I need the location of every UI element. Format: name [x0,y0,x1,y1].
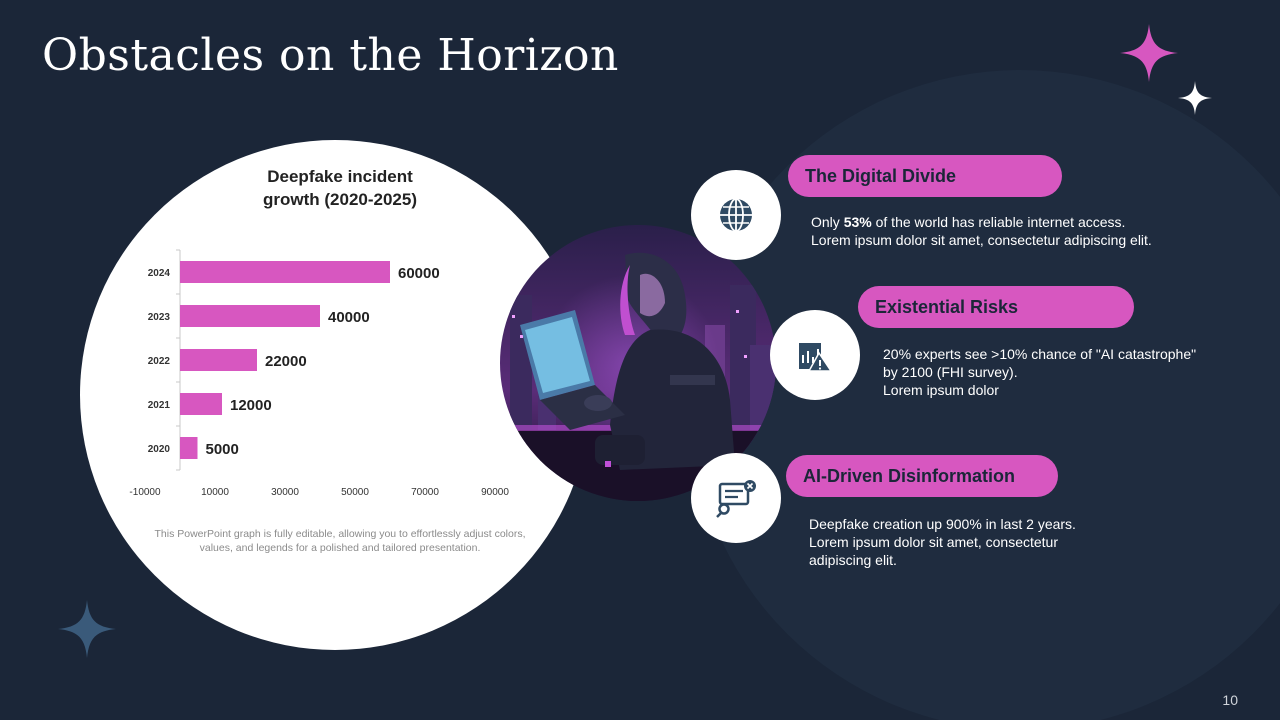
x-tick-label: 70000 [411,487,439,498]
white-sparkle-icon [1178,81,1212,115]
digital-divide-desc-line-1: Only 53% of the world has reliable inter… [811,213,1152,231]
bar-2020 [180,437,198,459]
bar-value-label-2024: 60000 [398,265,440,282]
existential-risks-icon-circle [770,310,860,400]
hacker-photo [500,225,776,501]
existential-risks-desc-line-3: Lorem ipsum dolor [883,382,999,398]
existential-risks-heading: Existential Risks [858,286,1134,328]
disinformation-description: Deepfake creation up 900% in last 2 year… [809,515,1076,569]
bar-2024 [180,261,390,283]
bar-chart: 5000 2020 12000 2021 22000 2022 40000 2023 60000… [129,249,509,498]
category-label-2024: 2024 [148,268,171,279]
existential-risks-desc-line-2: by 2100 (FHI survey). [883,364,1018,380]
bar-value-label-2022: 22000 [265,353,307,370]
chart-title: Deepfake incident growth (2020-2025) [220,165,460,211]
x-tick-label: 90000 [481,487,509,498]
blue-sparkle-icon [58,600,116,658]
chart-title-line-1: Deepfake incident [267,167,413,186]
existential-risks-desc-line-1: 20% experts see >10% chance of "AI catas… [883,346,1197,362]
x-tick-label: 10000 [201,487,229,498]
bar-2022 [180,349,257,371]
bar-value-label-2021: 12000 [230,397,272,414]
existential-risks-description: 20% experts see >10% chance of "AI catas… [883,345,1196,399]
disinformation-icon-circle [691,453,781,543]
digital-divide-desc-rest: of the world has reliable internet acces… [871,214,1126,230]
globe-icon [720,198,752,232]
bar-value-label-2020: 5000 [206,441,239,458]
digital-divide-desc-prefix: Only [811,214,844,230]
disinformation-heading: AI-Driven Disinformation [786,455,1058,497]
fake-news-icon [716,480,756,518]
digital-divide-desc-line-2: Lorem ipsum dolor sit amet, consectetur … [811,232,1152,248]
bar-2021 [180,393,222,415]
disinformation-desc-line-1: Deepfake creation up 900% in last 2 year… [809,516,1076,532]
risk-chart-icon [799,343,833,372]
digital-divide-description: Only 53% of the world has reliable inter… [811,213,1152,249]
category-label-2023: 2023 [148,312,171,323]
bar-value-label-2023: 40000 [328,309,370,326]
category-label-2022: 2022 [148,356,171,367]
disinformation-desc-line-3: adipiscing elit. [809,552,897,568]
x-tick-label: -10000 [129,487,161,498]
slide-title: Obstacles on the Horizon [42,30,619,81]
category-label-2020: 2020 [148,444,171,455]
x-tick-label: 30000 [271,487,299,498]
category-label-2021: 2021 [148,400,171,411]
chart-caption: This PowerPoint graph is fully editable,… [154,528,526,554]
pink-sparkle-icon [1120,24,1178,82]
chart-title-line-2: growth (2020-2025) [263,190,417,209]
x-tick-label: 50000 [341,487,369,498]
digital-divide-heading: The Digital Divide [788,155,1062,197]
digital-divide-desc-bold: 53% [843,214,872,230]
digital-divide-icon-circle [691,170,781,260]
bar-2023 [180,305,320,327]
page-number: 10 [1222,692,1238,708]
disinformation-desc-line-2: Lorem ipsum dolor sit amet, consectetur [809,534,1058,550]
